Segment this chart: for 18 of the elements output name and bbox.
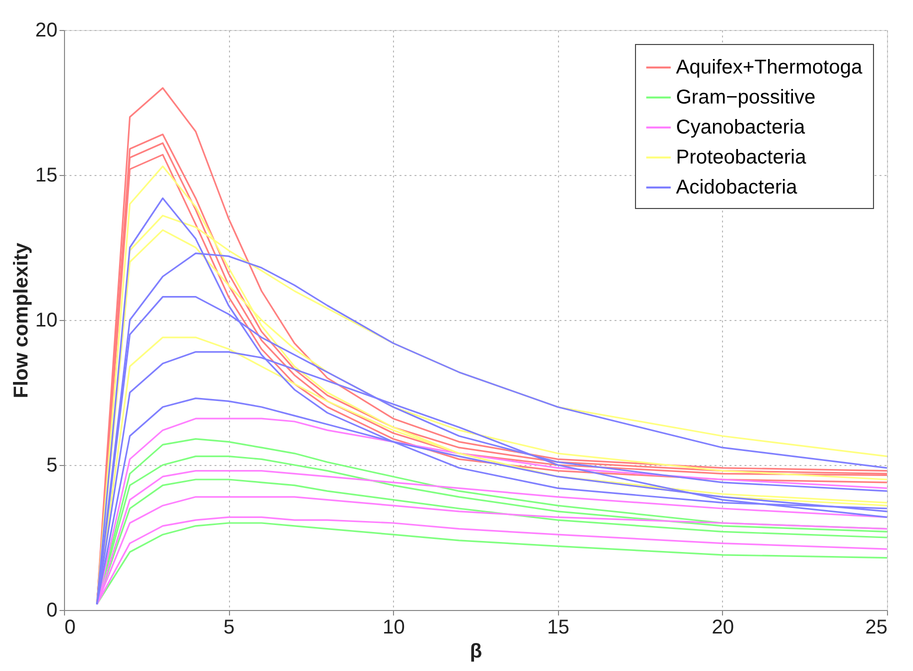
- legend-label: Proteobacteria: [676, 146, 807, 168]
- x-tick-label: 20: [712, 616, 734, 638]
- legend-label: Acidobacteria: [676, 176, 798, 198]
- legend-label: Cyanobacteria: [676, 116, 806, 138]
- y-tick-label: 0: [46, 600, 58, 622]
- y-tick-label: 15: [35, 164, 58, 186]
- x-tick-label: 5: [224, 616, 235, 638]
- x-axis-title: β: [470, 640, 482, 662]
- legend-label: Aquifex+Thermotoga: [676, 56, 864, 78]
- y-tick-label: 20: [35, 20, 58, 42]
- x-tick-label: 0: [64, 616, 76, 638]
- x-tick-label: 10: [382, 616, 405, 638]
- x-tick-label: 25: [865, 616, 888, 638]
- y-tick-label: 5: [46, 454, 58, 476]
- y-axis-title: Flow complexity: [10, 242, 32, 398]
- y-tick-label: 10: [35, 310, 58, 332]
- x-tick-label: 15: [547, 616, 570, 638]
- legend-label: Gram−possitive: [676, 86, 816, 108]
